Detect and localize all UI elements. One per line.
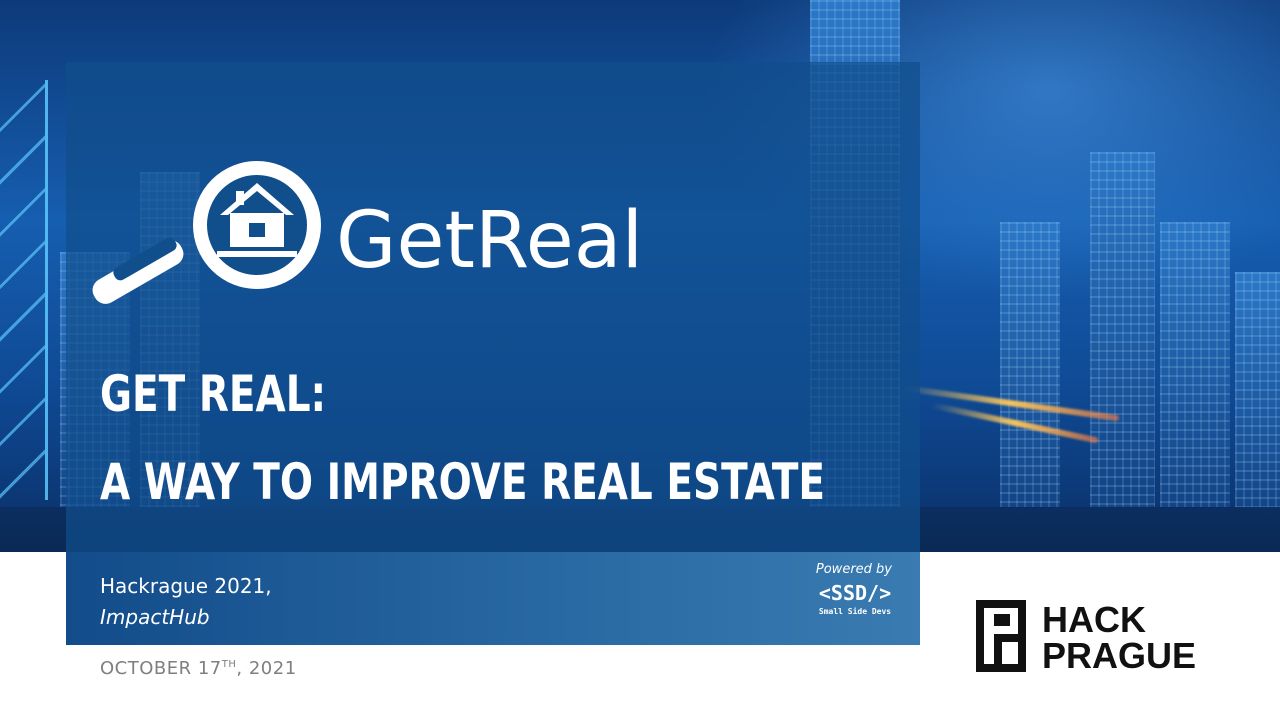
sponsor-line-1: HACK — [1042, 599, 1146, 640]
event-panel — [66, 552, 920, 645]
title-panel — [66, 62, 920, 552]
sponsor-line-2: PRAGUE — [1042, 635, 1197, 676]
powered-by-label: Powered by — [815, 562, 892, 577]
hackprague-logo: HACK PRAGUE — [976, 600, 1226, 675]
tower-frame-left — [0, 80, 48, 500]
powered-by-badge: Powered by <SSD/> Small Side Devs — [800, 562, 910, 616]
ssd-logo: <SSD/> — [818, 581, 892, 605]
hackprague-logo-icon — [976, 600, 1026, 672]
presentation-date: OCTOBER 17TH, 2021 — [100, 658, 297, 679]
brand-name: GetReal — [336, 196, 644, 286]
event-name: Hackrague 2021, — [100, 574, 272, 598]
headline-line-1: GET REAL: — [100, 365, 327, 423]
event-venue: ImpactHub — [100, 605, 210, 629]
magnifier-house-icon — [92, 161, 321, 304]
ssd-tagline: Small Side Devs — [818, 607, 892, 616]
headline-line-2: A WAY TO IMPROVE REAL ESTATE — [100, 453, 826, 511]
